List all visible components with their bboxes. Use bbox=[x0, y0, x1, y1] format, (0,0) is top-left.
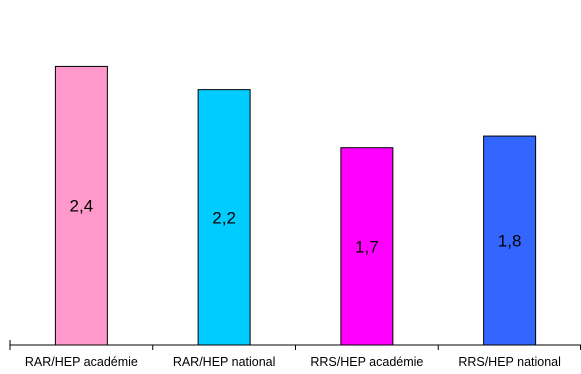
bar bbox=[197, 89, 251, 346]
category-label: RAR/HEP académie bbox=[25, 355, 138, 369]
bars bbox=[54, 65, 537, 346]
category-label: RAR/HEP national bbox=[173, 355, 276, 369]
category-label: RRS/HEP national bbox=[458, 355, 561, 369]
data-label: 2,2 bbox=[212, 208, 236, 227]
bar bbox=[54, 65, 108, 346]
category-label: RRS/HEP académie bbox=[310, 355, 423, 369]
x-axis-ticks bbox=[9, 345, 581, 350]
category-labels: RAR/HEP académie RAR/HEP national RRS/HEP … bbox=[25, 355, 561, 369]
data-label: 2,4 bbox=[70, 197, 94, 216]
bar bbox=[340, 147, 394, 346]
data-label: 1,7 bbox=[355, 237, 379, 256]
bar bbox=[483, 135, 537, 346]
data-label: 1,8 bbox=[498, 232, 522, 251]
data-labels: 2,4 2,2 1,7 1,8 bbox=[70, 197, 522, 257]
